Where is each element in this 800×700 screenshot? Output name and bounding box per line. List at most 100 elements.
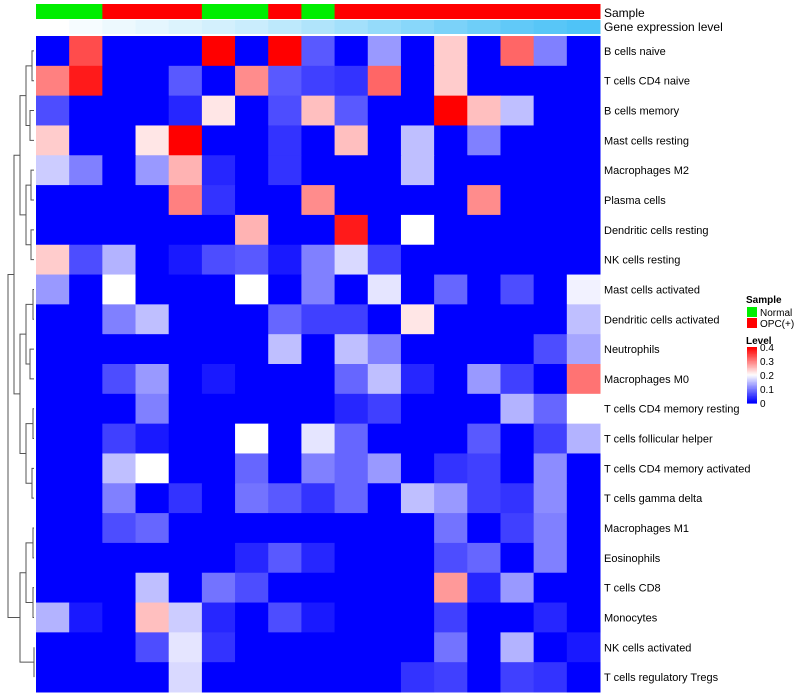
expression-annotation-cell: [500, 20, 535, 34]
heatmap-cell: [301, 274, 336, 305]
heatmap-cell: [334, 185, 369, 216]
sample-annotation-cell: [168, 4, 203, 19]
heatmap-cell: [500, 513, 535, 544]
heatmap-cell: [235, 334, 269, 365]
dendrogram-branch: [19, 572, 34, 663]
heatmap-cell: [235, 185, 269, 216]
heatmap-cell: [168, 542, 203, 574]
heatmap-cells: [36, 36, 601, 693]
heatmap-cell: [102, 95, 137, 126]
row-label: Dendritic cells resting: [604, 225, 709, 237]
dendrogram-branch: [25, 542, 33, 604]
heatmap-cell: [566, 364, 601, 395]
heatmap-cell: [334, 274, 369, 305]
heatmap-cell: [102, 393, 137, 425]
heatmap-cell: [69, 662, 103, 693]
dendrogram-branch: [29, 110, 34, 141]
heatmap-cell: [301, 632, 336, 663]
heatmap-cell: [301, 244, 336, 276]
level-gradient-step: [747, 377, 757, 380]
heatmap-cell: [268, 274, 302, 305]
heatmap-cell: [467, 542, 501, 574]
heatmap-cell: [69, 393, 103, 425]
heatmap-cell: [69, 602, 103, 633]
row-label: Eosinophils: [604, 553, 661, 565]
heatmap-cell: [36, 304, 70, 335]
row-label: B cells memory: [604, 106, 680, 118]
heatmap-cell: [400, 304, 435, 335]
heatmap-cell: [500, 364, 535, 395]
heatmap-cell: [367, 423, 402, 454]
heatmap-cell: [135, 334, 170, 365]
heatmap-cell: [367, 95, 402, 126]
heatmap-cell: [400, 632, 435, 663]
heatmap-cell: [268, 632, 302, 663]
heatmap-cell: [467, 36, 501, 67]
heatmap-cell: [500, 36, 535, 67]
legend-label: OPC(+): [760, 319, 794, 330]
heatmap-cell: [69, 185, 103, 216]
heatmap-cell: [566, 244, 601, 276]
heatmap-cell: [533, 453, 568, 484]
heatmap-cell: [434, 483, 468, 514]
heatmap-cell: [201, 572, 236, 604]
level-tick-label: 0.4: [760, 343, 774, 354]
dendrogram-branch: [25, 184, 31, 246]
legend-swatch: [747, 318, 757, 328]
heatmap-cell: [201, 513, 236, 544]
row-label: NK cells activated: [604, 642, 691, 654]
heatmap-cell: [268, 334, 302, 365]
heatmap-cell: [400, 483, 435, 514]
heatmap-cell: [467, 244, 501, 276]
heatmap-cell: [434, 632, 468, 663]
heatmap-cell: [235, 453, 269, 484]
heatmap-cell: [201, 155, 236, 186]
heatmap-cell: [334, 453, 369, 484]
heatmap-cell: [268, 364, 302, 395]
heatmap-cell: [235, 95, 269, 126]
heatmap-cell: [367, 572, 402, 604]
heatmap-cell: [566, 572, 601, 604]
heatmap-cell: [235, 572, 269, 604]
heatmap-cell: [434, 214, 468, 246]
heatmap-cell: [135, 513, 170, 544]
heatmap-cell: [334, 244, 369, 276]
heatmap-cell: [301, 214, 336, 246]
heatmap-cell: [69, 364, 103, 395]
heatmap-cell: [69, 155, 103, 186]
heatmap-cell: [500, 393, 535, 425]
heatmap-cell: [566, 65, 601, 97]
heatmap-cell: [69, 125, 103, 156]
heatmap-cell: [168, 334, 203, 365]
row-label: Macrophages M2: [604, 165, 689, 177]
level-gradient-step: [747, 400, 757, 403]
heatmap-cell: [533, 185, 568, 216]
level-gradient-step: [747, 351, 757, 354]
level-gradient-step: [747, 373, 757, 376]
heatmap-cell: [301, 662, 336, 693]
heatmap-cell: [566, 542, 601, 574]
heatmap-cell: [533, 632, 568, 663]
expression-annotation-cell: [168, 20, 203, 34]
heatmap-cell: [467, 155, 501, 186]
heatmap-cell: [566, 334, 601, 365]
heatmap-cell: [135, 125, 170, 156]
heatmap-cell: [69, 304, 103, 335]
heatmap-cell: [367, 155, 402, 186]
heatmap-cell: [467, 214, 501, 246]
heatmap-cell: [69, 36, 103, 67]
heatmap-cell: [533, 423, 568, 454]
heatmap-cell: [268, 662, 302, 693]
heatmap-cell: [367, 185, 402, 216]
heatmap-cell: [500, 483, 535, 514]
row-label: T cells CD8: [604, 583, 661, 595]
level-gradient-step: [747, 372, 757, 375]
heatmap-cell: [102, 513, 137, 544]
heatmap-cell: [367, 214, 402, 246]
heatmap-cell: [235, 274, 269, 305]
heatmap-cell: [367, 453, 402, 484]
heatmap-cell: [201, 542, 236, 574]
heatmap-cell: [268, 304, 302, 335]
dendrogram-branch: [19, 333, 26, 454]
